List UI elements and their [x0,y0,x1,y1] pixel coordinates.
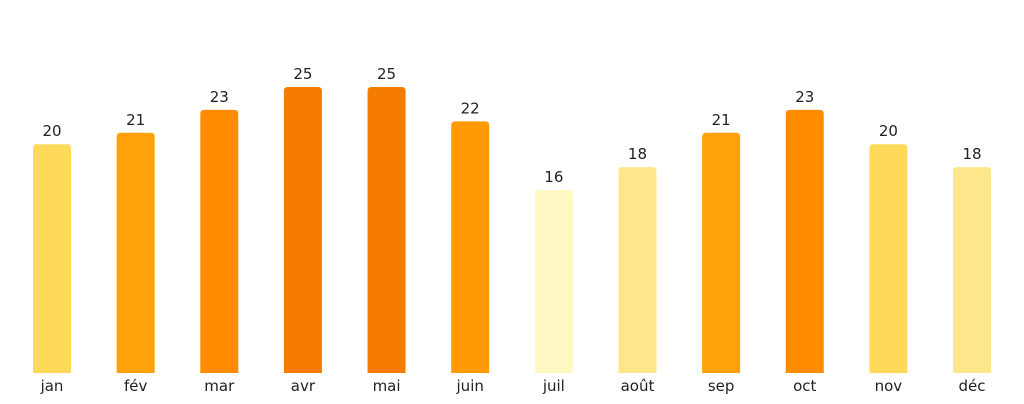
value-label-6: 16 [544,168,563,186]
bar-4 [367,87,406,373]
x-tick-label-1: fév [124,377,148,395]
value-label-10: 20 [879,122,898,140]
value-label-4: 25 [377,65,396,83]
x-tick-label-2: mar [204,377,235,395]
value-label-3: 25 [293,65,312,83]
value-label-11: 18 [962,145,981,163]
bar-9 [785,109,824,373]
x-tick-label-11: déc [959,377,986,395]
bar-11 [953,167,992,373]
x-tick-labels-group: jan fév mar avr mai juin juil août sep oct nov déc [40,377,986,395]
x-tick-label-6: juil [542,377,565,395]
x-tick-label-3: avr [291,377,316,395]
x-tick-label-4: mai [373,377,401,395]
x-tick-label-10: nov [875,377,903,395]
value-label-9: 23 [795,88,814,106]
bar-5 [451,121,490,373]
bar-2 [200,109,239,373]
bar-8 [702,132,741,373]
bar-10 [869,144,908,373]
bar-6 [534,189,573,373]
value-label-5: 22 [461,99,480,117]
value-labels-group: 20 21 23 25 25 22 16 18 21 23 20 18 [42,65,981,186]
value-label-8: 21 [712,111,731,129]
x-tick-label-9: oct [793,377,816,395]
x-tick-label-0: jan [40,377,64,395]
bar-3 [283,87,322,373]
x-tick-label-7: août [621,377,655,395]
bar-1 [116,132,155,373]
bar-7 [618,167,657,373]
value-label-1: 21 [126,111,145,129]
value-label-0: 20 [42,122,61,140]
x-tick-label-5: juin [456,377,484,395]
value-label-2: 23 [210,88,229,106]
bars-group [33,87,992,373]
bar-0 [33,144,71,373]
value-label-7: 18 [628,145,647,163]
x-tick-label-8: sep [708,377,735,395]
